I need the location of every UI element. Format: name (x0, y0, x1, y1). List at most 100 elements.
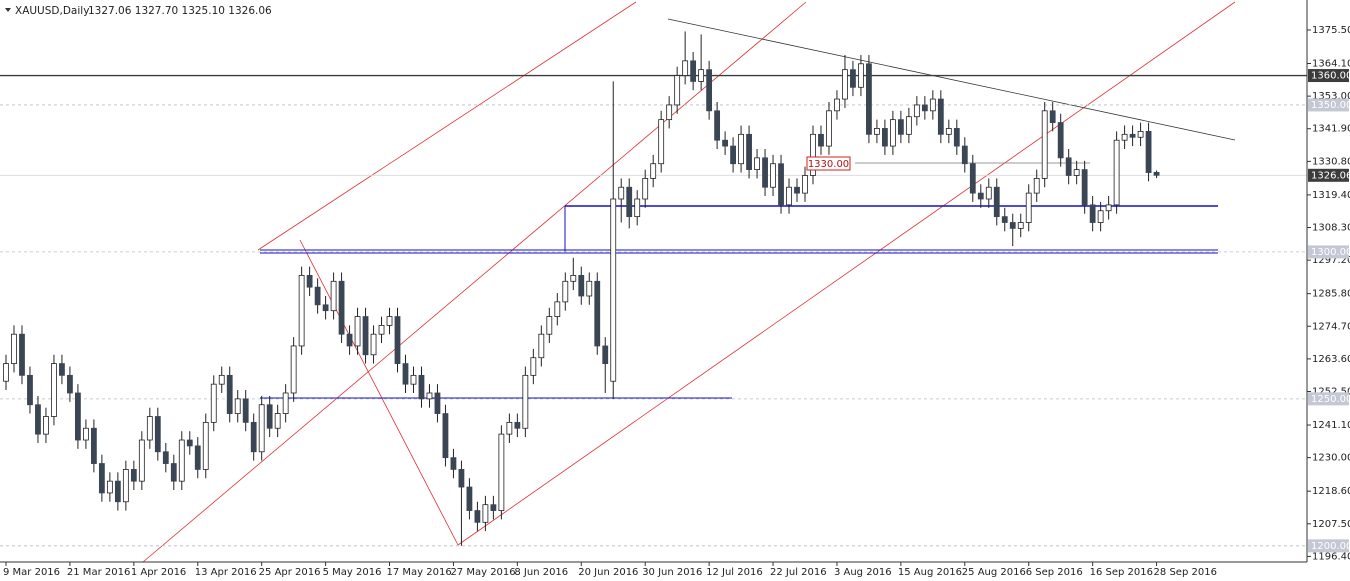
candle-body (450, 457, 457, 470)
candle-body (634, 198, 641, 218)
x-tick-label: 17 May 2016 (387, 567, 452, 578)
candle-body (354, 316, 361, 347)
candle-body (514, 421, 521, 429)
candle-body (778, 163, 784, 206)
candle-body (98, 463, 105, 494)
x-tick-label: 15 Aug 2016 (898, 567, 962, 578)
candle-body (506, 421, 513, 435)
candle-body (770, 163, 776, 188)
level-tag (1308, 245, 1349, 259)
channel-line (457, 1, 1236, 546)
current-price-label: 1326.06 (1311, 170, 1350, 181)
candle-body (802, 175, 808, 194)
candle-body (594, 280, 601, 347)
candle-body (274, 413, 281, 429)
x-tick-label: 22 Jul 2016 (770, 567, 827, 578)
candle-body (738, 133, 744, 165)
candle-body (969, 163, 976, 194)
candle-body (522, 374, 529, 429)
level-tag-label: 1350.00 (1311, 100, 1350, 111)
level-tag (1308, 69, 1349, 83)
candle-body (578, 275, 585, 297)
y-tick-label: 1353.00 (1312, 91, 1350, 102)
candle-body (530, 357, 537, 376)
header-arrow (5, 8, 11, 12)
candle-body (929, 98, 936, 112)
candle-body (442, 413, 449, 459)
candle-body (426, 392, 433, 400)
swing-line (299, 239, 459, 546)
candle-body (993, 186, 1000, 218)
candle-body (834, 98, 840, 112)
candle-body (882, 128, 888, 147)
candle-body (330, 280, 337, 312)
candle-body (418, 374, 425, 400)
candle-body (666, 104, 673, 121)
candle-body (1073, 169, 1080, 176)
candle-body (754, 157, 760, 170)
candle-body (218, 374, 225, 385)
candle-body (953, 128, 960, 147)
candle-body (786, 186, 792, 206)
candle-body (394, 316, 401, 364)
candle-body (874, 128, 880, 135)
candle-body (1097, 210, 1104, 223)
candle-body (858, 63, 864, 88)
x-tick-label: 1 Apr 2016 (131, 567, 186, 578)
candle-body (746, 133, 752, 170)
x-tick-label: 20 Jun 2016 (578, 567, 638, 578)
x-tick-label: 16 Sep 2016 (1090, 567, 1153, 578)
candle-body (866, 63, 872, 135)
candle-body (1081, 169, 1088, 206)
candle-body (1049, 110, 1056, 123)
candle-body (210, 383, 217, 423)
candle-body (258, 404, 265, 453)
candle-body (27, 374, 33, 406)
candle-body (889, 119, 896, 147)
candle-body (985, 186, 992, 200)
candle-body (961, 145, 968, 165)
candle-body (626, 186, 633, 218)
candle-body (1145, 130, 1152, 173)
candle-body (794, 186, 800, 194)
candle-body (51, 363, 57, 417)
candle-body (1057, 122, 1064, 159)
level-tag-label: 1300.00 (1311, 247, 1350, 258)
candle-body (642, 178, 649, 200)
candle-body (226, 374, 233, 414)
level-tag (1308, 539, 1349, 553)
candle-body (1113, 139, 1120, 206)
y-tick-label: 1274.70 (1312, 321, 1350, 332)
y-tick-label: 1263.60 (1312, 354, 1350, 365)
candle-body (114, 480, 121, 503)
candle-body (90, 427, 97, 464)
candle-body (19, 333, 25, 376)
candle-body (586, 280, 593, 297)
candle-body (434, 392, 441, 414)
candle-body (466, 486, 473, 511)
level-tag (1308, 98, 1349, 112)
candle-body (3, 363, 9, 382)
candle-body (897, 119, 904, 135)
x-tick-label: 13 Apr 2016 (195, 567, 257, 578)
x-tick-label: 28 Sep 2016 (1154, 567, 1217, 578)
x-tick-label: 8 Jun 2016 (514, 567, 568, 578)
candle-body (346, 333, 353, 347)
candle-body (905, 116, 912, 135)
x-tick-label: 6 Sep 2016 (1026, 567, 1083, 578)
y-tick-label: 1218.60 (1312, 486, 1350, 497)
candle-body (402, 363, 409, 385)
candle-body (250, 421, 257, 453)
candle-body (913, 104, 920, 118)
y-tick-label: 1252.50 (1312, 387, 1350, 398)
candle-body (35, 404, 41, 435)
candle-body (1033, 178, 1040, 194)
candle-body (122, 469, 129, 503)
candle-body (178, 439, 185, 482)
candle-body (1153, 171, 1160, 176)
candle-body (130, 469, 137, 482)
candle-body (650, 163, 657, 179)
candle-body (498, 433, 505, 511)
chart-subtitle: 1327.06 1327.70 1325.10 1326.06 (88, 5, 272, 17)
